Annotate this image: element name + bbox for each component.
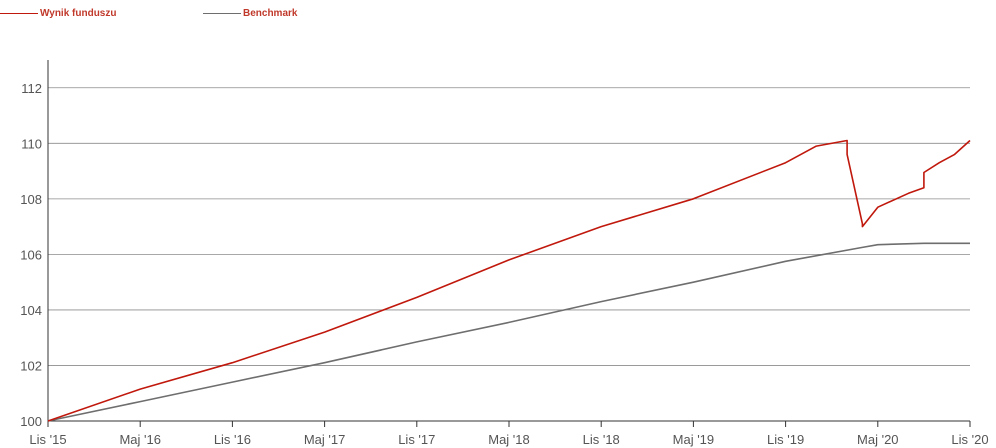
y-tick-label: 106 (20, 247, 42, 262)
legend-swatch-fund (0, 13, 38, 14)
y-tick-label: 102 (20, 358, 42, 373)
series-line-benchmark (47, 242, 970, 422)
legend-swatch-benchmark (203, 13, 241, 14)
x-tick-label: Lis '20 (951, 432, 988, 447)
y-tick-label: 100 (20, 414, 42, 429)
y-tick-label: 110 (21, 136, 42, 151)
y-tick-label: 112 (21, 81, 42, 96)
y-tick-label: 108 (20, 192, 42, 207)
x-tick-label: Maj '20 (857, 432, 899, 447)
x-tick-label: Maj '18 (488, 432, 530, 447)
x-tick-label: Maj '17 (304, 432, 346, 447)
x-tick-label: Lis '15 (29, 432, 66, 447)
x-tick-label: Lis '17 (398, 432, 435, 447)
x-tick-label: Lis '19 (767, 432, 804, 447)
y-tick-label: 104 (20, 303, 42, 318)
x-tick-label: Lis '18 (583, 432, 620, 447)
x-tick-label: Maj '19 (673, 432, 715, 447)
legend-item-fund: Wynik funduszu (0, 8, 116, 19)
legend-label-benchmark: Benchmark (243, 8, 298, 19)
x-tick-label: Maj '16 (119, 432, 161, 447)
x-tick-label: Lis '16 (214, 432, 251, 447)
series-line-fund (47, 139, 971, 422)
legend-label-fund: Wynik funduszu (40, 8, 117, 19)
legend-item-benchmark: Benchmark (203, 8, 297, 19)
